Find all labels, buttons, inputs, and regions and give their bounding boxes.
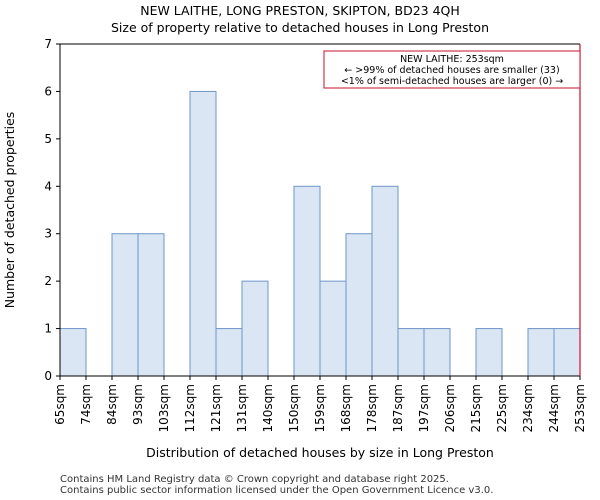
bar-112sqm — [189, 90, 217, 377]
footer-line-2: Contains public sector information licen… — [60, 485, 494, 496]
x-tick-label: 215sqm — [469, 384, 483, 432]
x-tick-label: 234sqm — [521, 384, 535, 432]
x-tick-label: 65sqm — [53, 384, 67, 425]
x-tick-label: 225sqm — [495, 384, 509, 432]
x-tick-label: 103sqm — [157, 384, 171, 432]
x-axis-label: Distribution of detached houses by size … — [146, 445, 494, 460]
y-axis-label: Number of detached properties — [2, 112, 17, 309]
x-tick-label: 93sqm — [131, 384, 145, 425]
x-tick-label: 178sqm — [365, 384, 379, 432]
y-tick-label: 1 — [44, 322, 52, 336]
chart-title: NEW LAITHE, LONG PRESTON, SKIPTON, BD23 … — [140, 3, 460, 18]
bars-group — [59, 90, 581, 377]
y-tick-label: 2 — [44, 274, 52, 288]
bar-150sqm — [293, 185, 321, 377]
annotation-line-2: ← >99% of detached houses are smaller (3… — [344, 65, 559, 76]
y-tick-label: 0 — [44, 369, 52, 383]
histogram-chart: 0 1 2 3 4 5 6 7 65sqm 74sqm 84sqm 93sqm 103sqm 112sq… — [2, 37, 587, 460]
x-tick-label: 253sqm — [573, 384, 587, 432]
x-tick-label: 131sqm — [235, 384, 249, 432]
x-tick-label: 206sqm — [443, 384, 457, 432]
y-tick-label: 6 — [44, 84, 52, 98]
bar-197sqm — [423, 328, 451, 377]
x-tick-label: 74sqm — [79, 384, 93, 425]
chart-subtitle: Size of property relative to detached ho… — [111, 20, 489, 35]
bar-168sqm — [345, 233, 373, 377]
bar-187sqm — [397, 328, 425, 377]
x-tick-label: 121sqm — [209, 384, 223, 432]
y-tick-label: 4 — [44, 179, 52, 193]
x-tick-label: 159sqm — [313, 384, 327, 432]
bar-93sqm — [137, 233, 165, 377]
y-tick-label: 3 — [44, 227, 52, 241]
x-tick-label: 244sqm — [547, 384, 561, 432]
x-tick-label: 187sqm — [391, 384, 405, 432]
footer-line-1: Contains HM Land Registry data © Crown c… — [60, 474, 449, 485]
annotation-box: NEW LAITHE: 253sqm ← >99% of detached ho… — [323, 50, 581, 89]
x-tick-label: 140sqm — [261, 384, 275, 432]
bar-65sqm — [59, 328, 87, 377]
bar-121sqm — [215, 328, 243, 377]
y-axis: 0 1 2 3 4 5 6 7 — [44, 37, 60, 383]
x-axis: 65sqm 74sqm 84sqm 93sqm 103sqm 112sqm 121sqm 13… — [53, 376, 587, 432]
x-tick-label: 150sqm — [287, 384, 301, 432]
bar-178sqm — [371, 185, 399, 377]
annotation-frame — [323, 50, 581, 89]
y-tick-label: 7 — [44, 37, 52, 51]
x-tick-label: 112sqm — [183, 384, 197, 432]
bar-215sqm — [475, 328, 503, 377]
x-tick-label: 168sqm — [339, 384, 353, 432]
y-tick-label: 5 — [44, 132, 52, 146]
bar-84sqm — [111, 233, 139, 377]
bar-234sqm — [527, 328, 555, 377]
x-tick-label: 197sqm — [417, 384, 431, 432]
bar-244sqm — [553, 328, 581, 377]
bar-131sqm — [241, 280, 269, 377]
annotation-line-3: <1% of semi-detached houses are larger (… — [341, 76, 563, 87]
x-tick-label: 84sqm — [105, 384, 119, 425]
bar-159sqm — [319, 280, 347, 377]
annotation-line-1: NEW LAITHE: 253sqm — [400, 54, 504, 65]
